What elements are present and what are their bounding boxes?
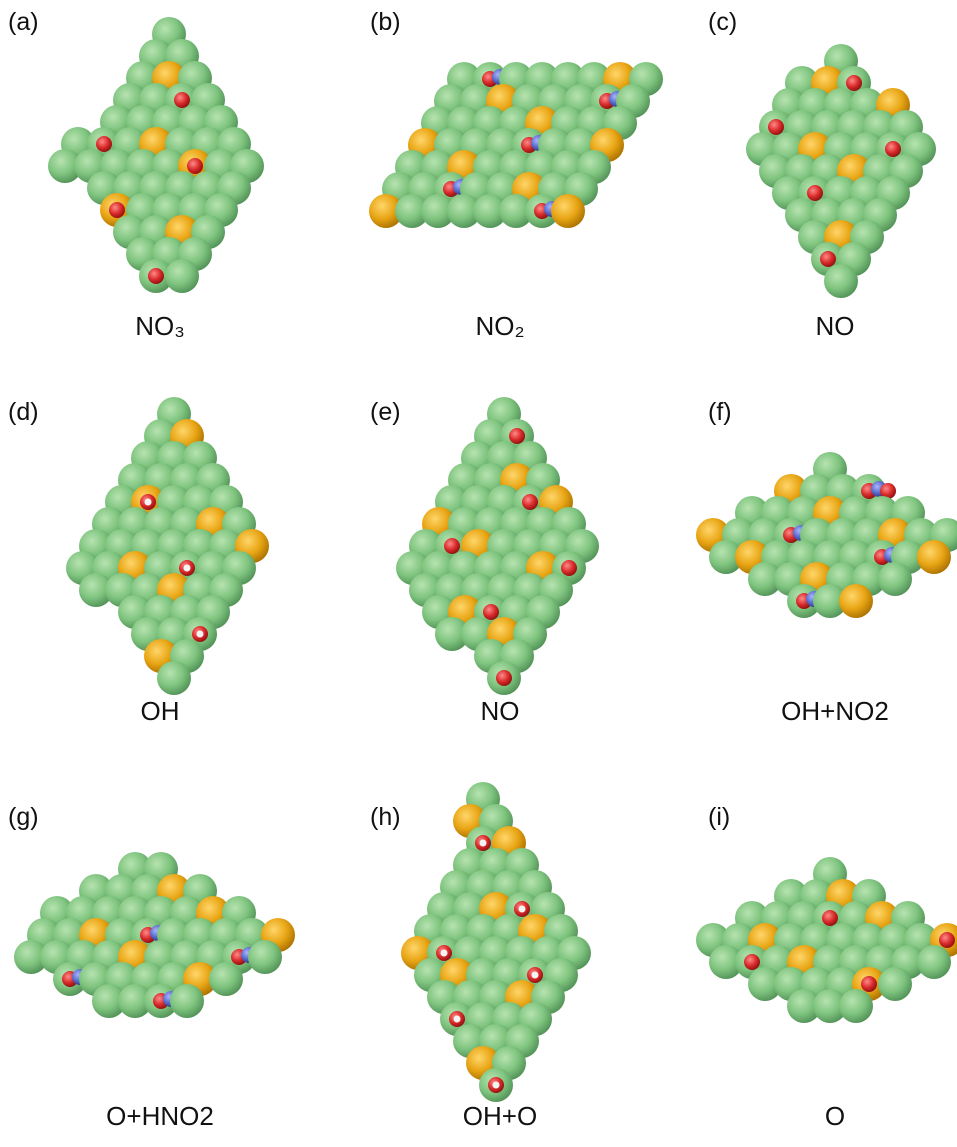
figure: (a) NO₃ (b) NO₂ (c) NO (d) OH (e) NO (f) OH+NO2 (g) O… (0, 0, 957, 1147)
hydrogen-atom (184, 565, 191, 572)
oxygen-atom (822, 910, 838, 926)
panel-label: (g) (8, 803, 39, 831)
surface-atom (878, 562, 912, 596)
panel-label: (c) (708, 8, 737, 36)
oxygen-atom (561, 560, 577, 576)
panel-label: (h) (370, 803, 401, 831)
oxygen-atom (187, 158, 203, 174)
atom-cluster (369, 62, 663, 228)
oxygen-atom (744, 954, 760, 970)
panel-label: (i) (708, 803, 730, 831)
oxygen-atom (496, 670, 512, 686)
atom-cluster (746, 44, 936, 298)
hydrogen-atom (197, 631, 204, 638)
hydrogen-atom (519, 906, 526, 913)
hydrogen-atom (145, 499, 152, 506)
atom-cluster (396, 397, 599, 695)
oxygen-atom (885, 141, 901, 157)
surface-atom (878, 967, 912, 1001)
oxygen-atom (96, 136, 112, 152)
panel-caption: NO₂ (475, 311, 524, 341)
panel-label: (a) (8, 8, 39, 36)
panel: (a) NO₃ (8, 8, 264, 341)
surface-atom (165, 259, 199, 293)
surface-atom (248, 940, 282, 974)
panel: (c) NO (708, 8, 936, 341)
panel-caption: NO₃ (135, 311, 185, 341)
hydrogen-atom (441, 950, 448, 957)
panel: (e) NO (370, 397, 599, 726)
surface-atom (209, 962, 243, 996)
surface-atom (170, 984, 204, 1018)
oxygen-atom (148, 268, 164, 284)
surface-atom (917, 945, 951, 979)
oxygen-atom (807, 185, 823, 201)
atom-cluster (48, 17, 264, 293)
oxygen-atom (522, 494, 538, 510)
panel: (d) OH (8, 397, 269, 726)
hydrogen-atom (454, 1016, 461, 1023)
hydrogen-atom (493, 1082, 500, 1089)
oxygen-atom (509, 428, 525, 444)
atom-cluster (66, 397, 269, 695)
panel: (i) O (696, 803, 957, 1131)
panel: (h) OH+O (370, 782, 591, 1131)
panel-label: (f) (708, 398, 732, 426)
metal-atom (917, 540, 951, 574)
surface-atom (839, 989, 873, 1023)
atom-cluster (696, 857, 957, 1023)
hydrogen-atom (480, 840, 487, 847)
panel-caption: O (825, 1101, 845, 1131)
panel-caption: NO (816, 311, 855, 341)
oxygen-atom (444, 538, 460, 554)
panel-label: (d) (8, 398, 39, 426)
panel-caption: OH+O (463, 1101, 537, 1131)
oxygen-atom (939, 932, 955, 948)
panel-caption: OH+NO2 (781, 696, 889, 726)
metal-atom (839, 584, 873, 618)
oxygen-atom (483, 604, 499, 620)
atom-cluster (696, 452, 957, 618)
oxygen-atom (820, 251, 836, 267)
panel-caption: O+HNO2 (106, 1101, 214, 1131)
panel: (f) OH+NO2 (696, 398, 957, 726)
oxygen-atom (846, 75, 862, 91)
surface-atom (157, 661, 191, 695)
oxygen-atom (109, 202, 125, 218)
atom-cluster (14, 852, 295, 1018)
panel-caption: OH (141, 696, 180, 726)
panel-label: (b) (370, 8, 401, 36)
panel-label: (e) (370, 398, 401, 426)
oxygen-atom (174, 92, 190, 108)
oxygen-atom (768, 119, 784, 135)
panel: (g) O+HNO2 (8, 803, 295, 1131)
metal-atom (551, 194, 585, 228)
surface-atom (824, 264, 858, 298)
hydrogen-atom (532, 972, 539, 979)
panel-caption: NO (481, 696, 520, 726)
oxygen-atom (861, 976, 877, 992)
atom-cluster (401, 782, 591, 1102)
panel: (b) NO₂ (369, 8, 663, 341)
